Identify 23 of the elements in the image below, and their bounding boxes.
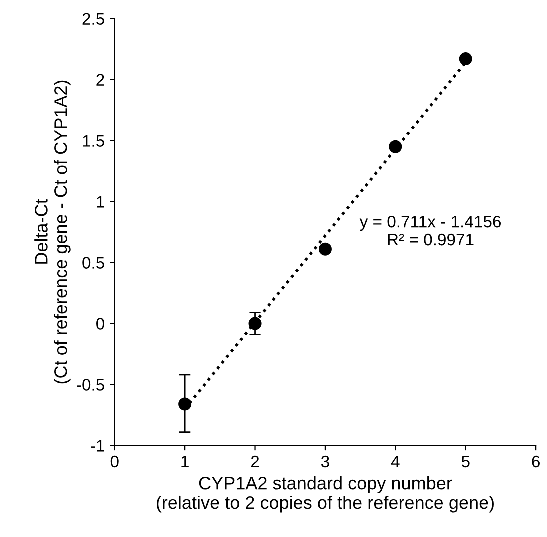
x-tick-label: 1 bbox=[182, 456, 189, 468]
annotation: y = 0.711x - 1.4156 R² = 0.9971 bbox=[360, 216, 501, 246]
x-tick-label: 2 bbox=[251, 456, 260, 468]
y-tick-label: 2.5 bbox=[82, 13, 104, 25]
x-tick-label: 5 bbox=[462, 456, 470, 468]
y-tick-label: 1 bbox=[97, 196, 104, 208]
point bbox=[318, 242, 332, 256]
point bbox=[389, 140, 402, 154]
y-tick-label: 0 bbox=[96, 318, 104, 330]
y-tick-label: -1 bbox=[91, 440, 104, 452]
x-tick-label: 4 bbox=[391, 456, 400, 468]
y-axis-title: Delta-Ct (Ct of reference gene - Ct of CYP1A2) bbox=[34, 80, 71, 384]
x-tick-label: 3 bbox=[321, 456, 330, 468]
point bbox=[248, 317, 262, 330]
y-tick-label: 2 bbox=[96, 74, 104, 86]
x-tick-label: 0 bbox=[110, 456, 119, 468]
x-axis-title: CYP1A2 standard copy number (relative to 2 copies of the reference gene) bbox=[156, 476, 494, 513]
point bbox=[178, 398, 192, 411]
point bbox=[459, 52, 472, 66]
y-tick-label: 1.5 bbox=[83, 135, 104, 147]
y-tick-label: -0.5 bbox=[77, 379, 104, 391]
y-tick-label: 0.5 bbox=[82, 257, 104, 269]
x-tick-label: 6 bbox=[532, 456, 540, 468]
